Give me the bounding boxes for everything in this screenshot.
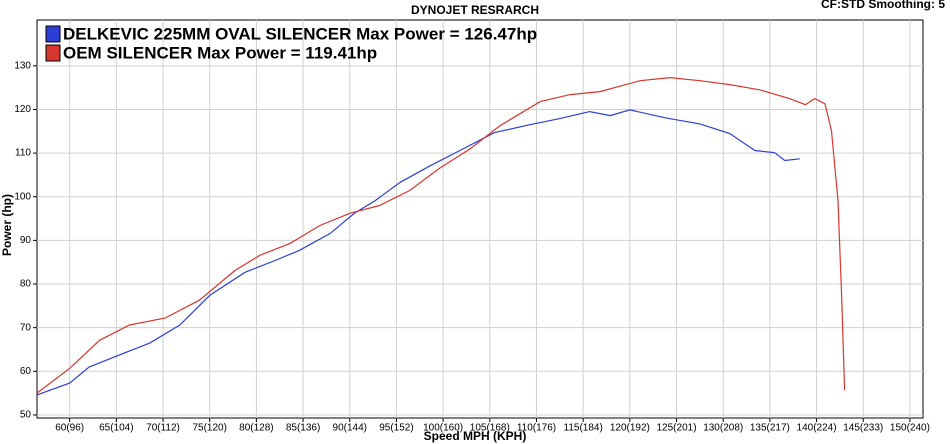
x-tick-label: 65(104) <box>99 423 133 434</box>
plot-area <box>36 19 924 419</box>
series-line <box>36 76 846 394</box>
y-tick-label: 50 <box>20 410 32 421</box>
x-tick-label: 70(112) <box>146 423 180 434</box>
x-tick-label: 100(160) <box>423 423 463 434</box>
x-tick-label: 140(224) <box>797 423 837 434</box>
x-tick-label: 110(176) <box>517 423 556 434</box>
y-tick-label: 110 <box>15 148 31 159</box>
x-tick-label: 115(184) <box>564 423 603 434</box>
x-tick-label: 150(240) <box>890 423 930 434</box>
x-tick-label: 145(233) <box>843 423 883 434</box>
x-tick-label: 90(144) <box>333 423 367 434</box>
series-line <box>36 109 800 396</box>
x-tick-label: 95(152) <box>379 423 413 434</box>
x-tick-label: 80(128) <box>239 423 273 434</box>
legend-swatch <box>45 44 61 62</box>
x-tick-label: 75(120) <box>192 423 226 434</box>
y-tick-label: 100 <box>14 191 31 202</box>
y-tick-label: 70 <box>20 322 32 333</box>
x-tick-label: 135(217) <box>750 423 790 434</box>
legend-label: OEM SILENCER Max Power = 119.41hp <box>63 43 377 62</box>
x-tick-label: 60(96) <box>55 423 84 434</box>
chart-subtitle: CF:STD Smoothing: 5 <box>821 0 945 11</box>
y-tick-label: 120 <box>14 104 31 115</box>
x-tick-label: 130(208) <box>703 423 743 434</box>
y-tick-label: 60 <box>20 366 32 377</box>
y-tick-label: 90 <box>20 235 32 246</box>
y-tick-label: 80 <box>20 279 32 290</box>
legend-swatch <box>45 25 61 43</box>
y-tick-label: 130 <box>14 60 31 71</box>
x-tick-label: 105(168) <box>470 423 510 434</box>
x-tick-label: 125(201) <box>657 423 697 434</box>
legend-label: DELKEVIC 225MM OVAL SILENCER Max Power =… <box>63 24 537 43</box>
y-axis-label: Power (hp) <box>0 194 14 256</box>
x-axis-label: Speed MPH (KPH) <box>424 429 527 443</box>
x-tick-label: 120(192) <box>610 423 650 434</box>
x-tick-label: 85(136) <box>286 423 320 434</box>
chart-title: DYNOJET RESRARCH <box>411 3 539 17</box>
